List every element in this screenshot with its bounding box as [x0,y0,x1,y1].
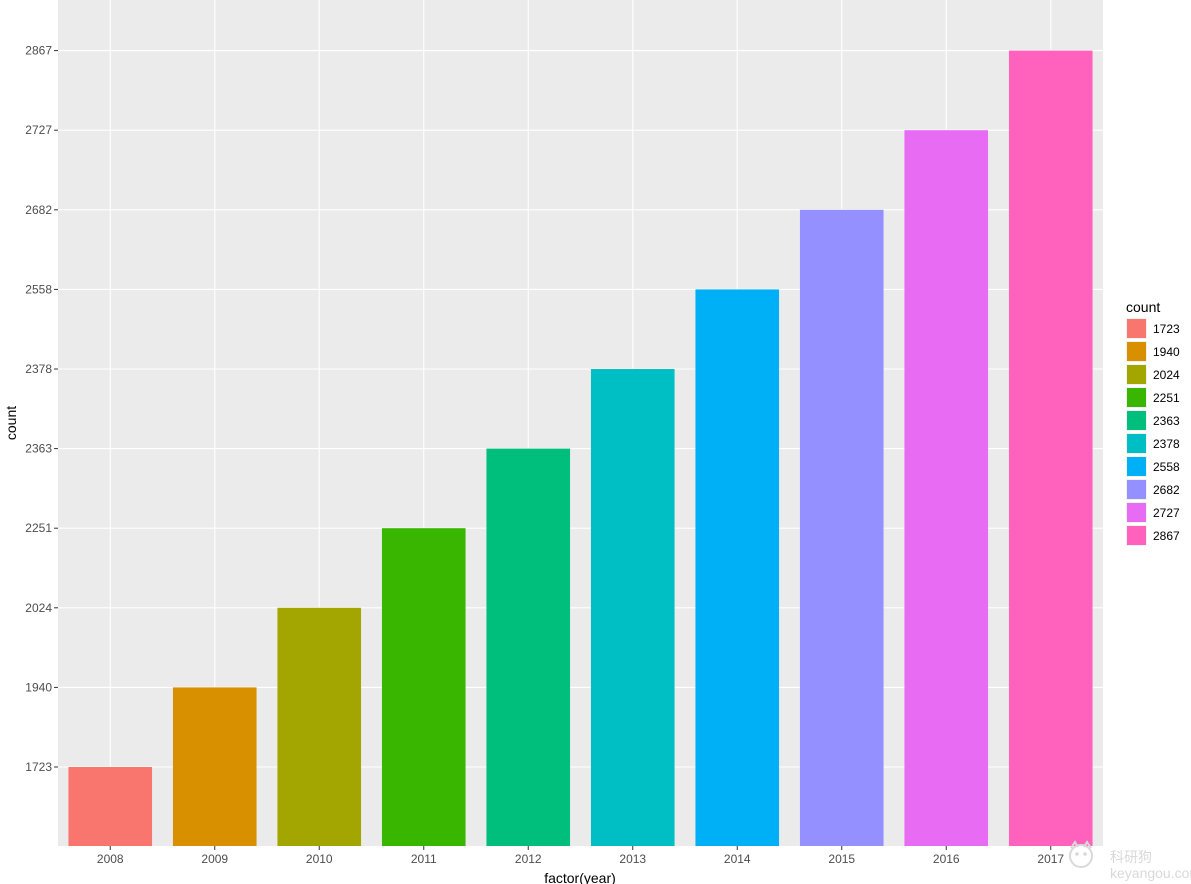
legend-label: 2682 [1153,483,1180,497]
legend-label: 2251 [1153,391,1180,405]
legend-label: 2558 [1153,460,1180,474]
legend-swatch [1127,480,1146,499]
y-tick-label: 2682 [25,203,52,217]
y-tick-label: 2727 [25,123,52,137]
x-tick-label: 2011 [411,852,437,866]
legend-swatch [1127,342,1146,361]
legend-swatch [1127,434,1146,453]
legend-swatch [1127,388,1146,407]
y-tick-label: 2024 [25,601,52,615]
legend-label: 2024 [1153,368,1180,382]
watermark: 科研狗 keyangou.com [1069,840,1191,881]
bar-2017 [1008,50,1093,847]
y-tick-label: 1723 [25,760,52,774]
legend-label: 2867 [1153,529,1180,543]
bar-2013 [590,369,675,846]
x-tick-label: 2015 [828,852,855,866]
bars [68,50,1093,847]
legend: count 1723 1940 2024 2251 2363 2378 2558 2682 27… [1126,299,1180,546]
bar-2014 [695,289,780,846]
y-axis-title: count [3,406,19,440]
y-tick-label: 2558 [25,282,52,296]
x-tick-label: 2016 [933,852,960,866]
dog-logo-icon [1069,840,1093,868]
x-axis-ticks: 2008 2009 2010 2011 2012 2013 2014 2015 2016 2017 [97,846,1064,866]
legend-title: count [1126,299,1160,315]
watermark-text: 科研狗 [1110,849,1152,865]
legend-swatch [1127,319,1146,338]
legend-label: 1723 [1153,322,1180,336]
bar-2016 [904,130,989,846]
bar-2012 [486,448,571,846]
x-tick-label: 2017 [1037,852,1064,866]
x-tick-label: 2008 [97,852,124,866]
x-tick-label: 2009 [201,852,228,866]
bar-2015 [799,209,884,847]
legend-label: 2727 [1153,506,1180,520]
y-tick-label: 2867 [25,44,52,58]
x-tick-label: 2012 [515,852,542,866]
legend-label: 2378 [1153,437,1180,451]
x-tick-label: 2010 [306,852,333,866]
watermark-subtext: keyangou.com [1110,865,1191,881]
x-tick-label: 2014 [724,852,751,866]
y-axis-ticks: 1723 1940 2024 2251 2363 2378 2558 2682 2727 2867 [25,44,58,774]
x-tick-label: 2013 [619,852,646,866]
legend-label: 1940 [1153,345,1180,359]
legend-swatch [1127,365,1146,384]
bar-2009 [172,687,257,846]
bar-2008 [68,767,153,846]
legend-swatch [1127,526,1146,545]
y-tick-label: 2251 [25,521,52,535]
legend-swatch [1127,411,1146,430]
legend-label: 2363 [1153,414,1180,428]
legend-swatch [1127,457,1146,476]
y-tick-label: 1940 [25,680,52,694]
bar-2010 [277,607,362,846]
legend-swatch [1127,503,1146,522]
bar-2011 [381,528,466,846]
y-tick-label: 2378 [25,362,52,376]
x-axis-title: factor(year) [544,870,616,884]
y-tick-label: 2363 [25,442,52,456]
